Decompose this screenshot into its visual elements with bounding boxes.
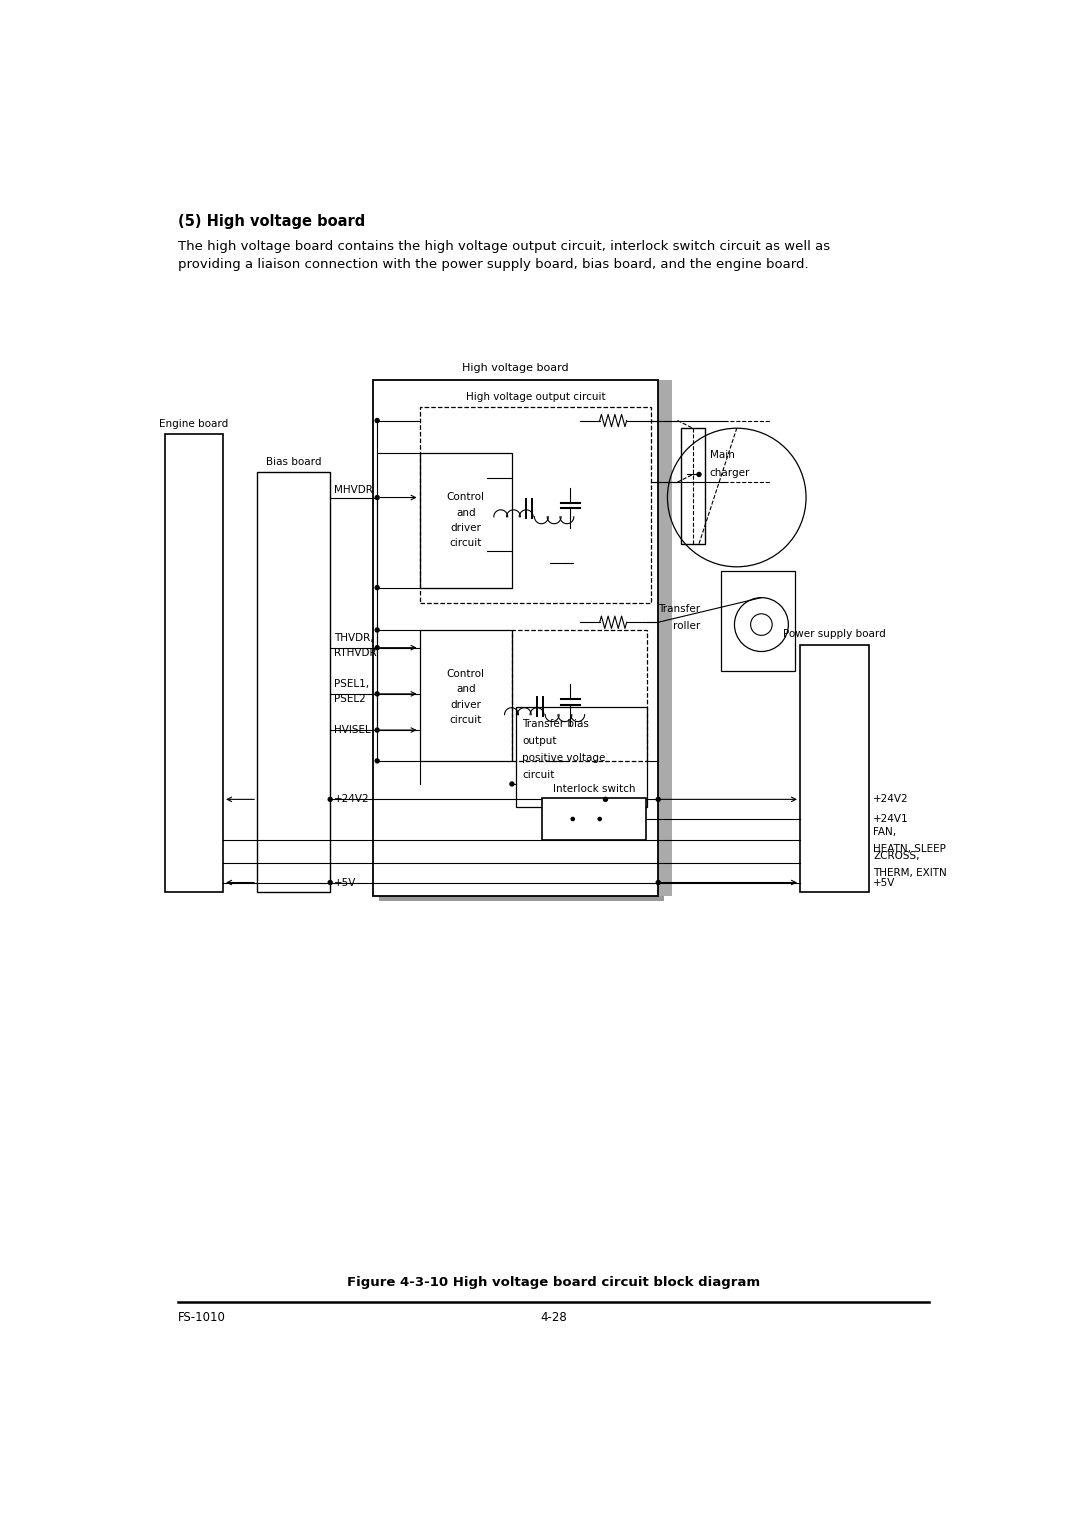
Text: circuit: circuit — [522, 770, 554, 779]
Text: and: and — [456, 507, 475, 518]
Text: FAN,: FAN, — [873, 828, 896, 837]
Bar — [658, 380, 672, 895]
Bar — [419, 630, 512, 761]
Text: +24V2: +24V2 — [334, 795, 369, 804]
Text: and: and — [456, 685, 475, 694]
Circle shape — [375, 645, 380, 651]
Text: (5) High voltage board: (5) High voltage board — [178, 214, 365, 229]
Circle shape — [375, 417, 380, 423]
Circle shape — [510, 781, 514, 787]
Text: driver: driver — [450, 523, 482, 533]
Circle shape — [570, 816, 575, 822]
Text: +24V2: +24V2 — [873, 795, 908, 804]
Bar — [419, 452, 512, 588]
Text: driver: driver — [450, 700, 482, 709]
Text: Engine board: Engine board — [159, 419, 229, 428]
Text: Control: Control — [447, 492, 485, 503]
Circle shape — [375, 691, 380, 697]
Circle shape — [697, 472, 702, 477]
Bar — [512, 630, 647, 761]
Circle shape — [327, 796, 333, 802]
Text: +24V1: +24V1 — [873, 814, 908, 825]
Circle shape — [597, 816, 602, 822]
Text: FS-1010: FS-1010 — [178, 1311, 226, 1325]
Text: positive voltage: positive voltage — [522, 753, 605, 762]
Bar — [257, 472, 330, 892]
Text: Bias board: Bias board — [266, 457, 322, 468]
Text: HEATN, SLEEP: HEATN, SLEEP — [873, 845, 946, 854]
Circle shape — [375, 628, 380, 633]
Bar — [164, 434, 224, 892]
Circle shape — [327, 880, 333, 885]
Text: High voltage board: High voltage board — [462, 364, 569, 373]
Text: +5V: +5V — [334, 877, 356, 888]
Bar — [680, 428, 705, 544]
Text: Power supply board: Power supply board — [783, 630, 886, 639]
Bar — [374, 380, 658, 895]
Text: Main: Main — [710, 451, 734, 460]
Text: RTHVDR: RTHVDR — [334, 648, 377, 659]
Text: 4-28: 4-28 — [540, 1311, 567, 1325]
Text: Transfer bias: Transfer bias — [522, 718, 589, 729]
Text: Control: Control — [447, 669, 485, 678]
Text: charger: charger — [710, 468, 751, 478]
Text: Transfer: Transfer — [658, 604, 700, 614]
Bar — [419, 406, 651, 604]
Circle shape — [375, 727, 380, 733]
Text: The high voltage board contains the high voltage output circuit, interlock switc: The high voltage board contains the high… — [178, 240, 829, 252]
Text: roller: roller — [673, 620, 700, 631]
Bar — [800, 645, 869, 892]
Circle shape — [603, 796, 608, 802]
Circle shape — [375, 585, 380, 590]
Text: Figure 4-3-10 High voltage board circuit block diagram: Figure 4-3-10 High voltage board circuit… — [347, 1276, 760, 1290]
Text: HVISEL: HVISEL — [334, 726, 370, 735]
Text: MHVDR: MHVDR — [334, 484, 373, 495]
Circle shape — [375, 495, 380, 500]
Text: providing a liaison connection with the power supply board, bias board, and the : providing a liaison connection with the … — [178, 258, 808, 270]
Text: THVDR,: THVDR, — [334, 633, 374, 643]
Text: circuit: circuit — [449, 715, 482, 726]
Bar — [542, 798, 646, 840]
Text: PSEL2: PSEL2 — [334, 694, 366, 704]
Bar — [516, 707, 647, 807]
Circle shape — [656, 796, 661, 802]
Text: High voltage output circuit: High voltage output circuit — [465, 393, 605, 402]
Bar — [721, 570, 795, 671]
Bar — [379, 385, 663, 902]
Circle shape — [375, 758, 380, 764]
Text: +5V: +5V — [873, 877, 895, 888]
Text: ZCROSS,: ZCROSS, — [873, 851, 919, 860]
Circle shape — [656, 880, 661, 885]
Text: output: output — [522, 736, 556, 746]
Text: PSEL1,: PSEL1, — [334, 678, 369, 689]
Text: circuit: circuit — [449, 538, 482, 549]
Text: Interlock switch: Interlock switch — [553, 784, 635, 793]
Text: THERM, EXITN: THERM, EXITN — [873, 868, 947, 877]
